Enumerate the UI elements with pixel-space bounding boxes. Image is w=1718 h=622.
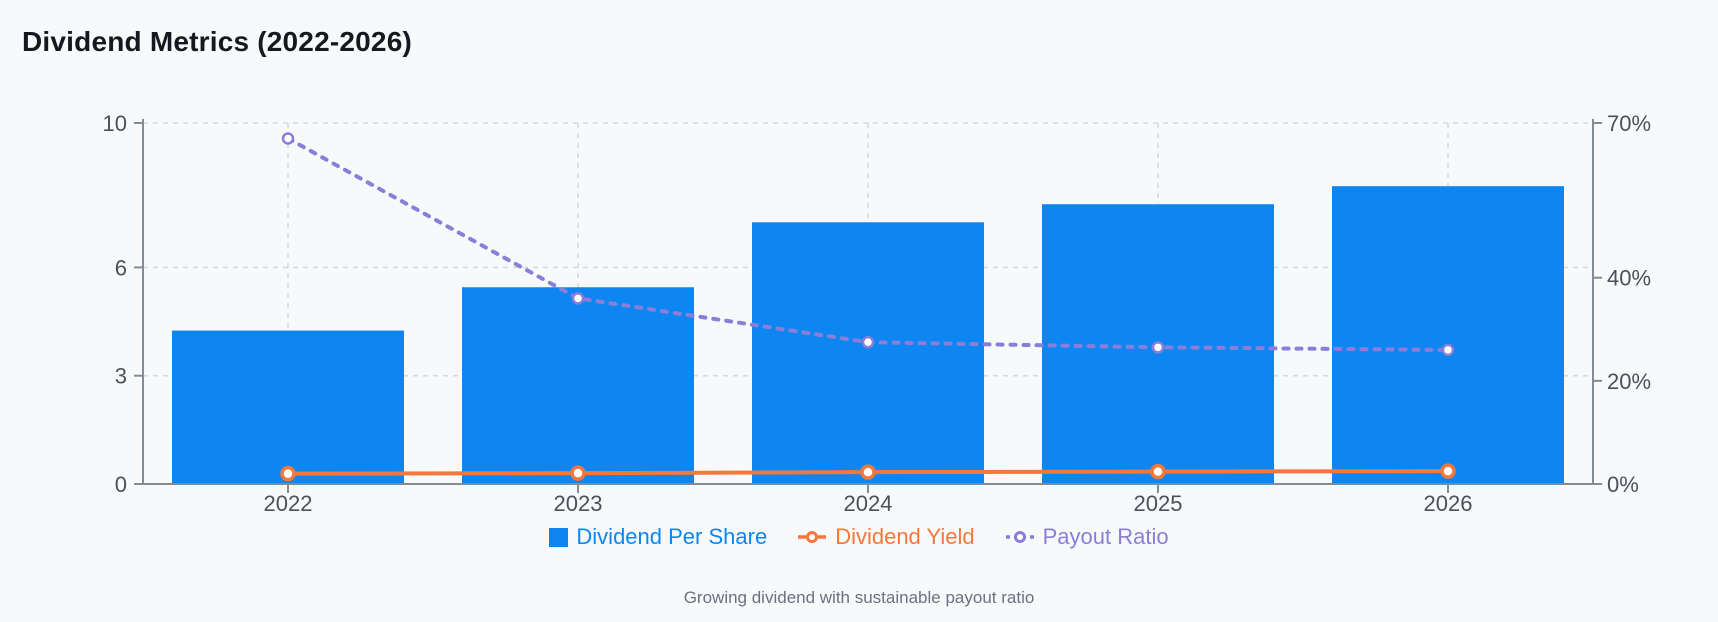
line-series-marker-icon [798,531,827,543]
dividend-yield-point-2025[interactable] [1150,463,1166,480]
payout-ratio-point-2025[interactable] [1151,341,1165,354]
payout-ratio-point-2026[interactable] [1441,343,1455,357]
legend-label: Dividend Yield [835,524,975,549]
dividend-yield-point-2023[interactable] [570,465,586,481]
left-axis-tick-label: 0 [115,472,127,497]
legend-item-dividend-yield[interactable]: Dividend Yield [797,524,975,550]
left-axis-tick-label: 3 [115,364,127,389]
dividend-yield-point-2024[interactable] [860,464,876,480]
dividend-yield-point-2026[interactable] [1440,463,1456,479]
dividend-yield-point-2022[interactable] [280,465,296,482]
x-axis-label-2025: 2025 [1134,491,1183,516]
payout-ratio-point-2022[interactable] [281,132,295,145]
bar-series-swatch-icon [549,527,569,547]
bar-2024[interactable] [752,222,984,484]
x-axis-label-2022: 2022 [264,491,313,516]
chart-title: Dividend Metrics (2022-2026) [22,26,412,57]
legend-label: Payout Ratio [1042,524,1169,549]
bar-2026[interactable] [1332,186,1564,485]
dashed-line-series-marker-icon [1005,531,1034,543]
chart-legend: Dividend Per Share Dividend Yield Payout… [0,522,1718,552]
chart-subtitle: Growing dividend with sustainable payout… [683,588,1035,607]
payout-ratio-point-2024[interactable] [861,335,875,349]
x-axis-label-2024: 2024 [844,491,893,516]
right-axis-tick-label: 70% [1607,111,1651,136]
bar-2023[interactable] [462,287,694,484]
bar-2022[interactable] [172,330,404,484]
x-axis-label-2023: 2023 [554,491,603,516]
left-axis-tick-label: 6 [115,255,127,280]
right-axis-tick-label: 20% [1607,369,1651,394]
legend-item-payout-ratio[interactable]: Payout Ratio [1005,524,1169,550]
payout-ratio-point-2023[interactable] [571,292,585,305]
legend-label: Dividend Per Share [576,524,768,549]
right-axis-tick-label: 0% [1607,472,1639,497]
legend-item-dividend-per-share[interactable]: Dividend Per Share [549,524,767,550]
left-axis-tick-label: 10 [103,111,127,136]
right-axis-tick-label: 40% [1607,266,1651,291]
x-axis-label-2026: 2026 [1424,491,1473,516]
